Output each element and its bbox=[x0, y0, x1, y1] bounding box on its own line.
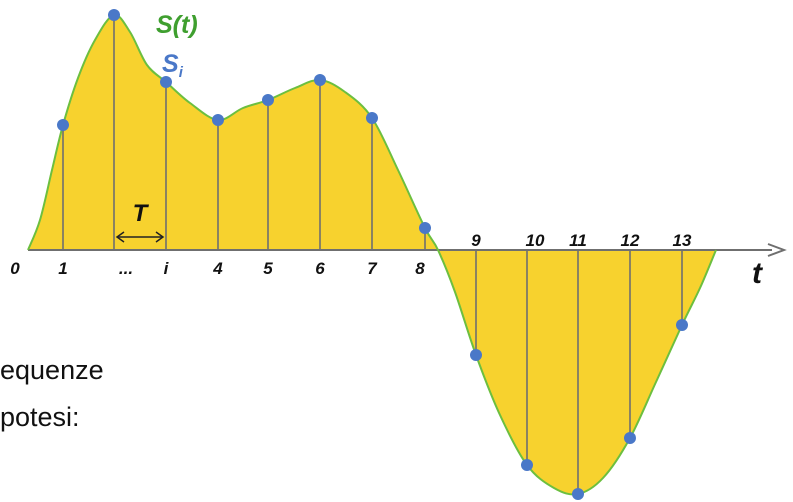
tick-label: 10 bbox=[526, 231, 545, 250]
tick-label: 7 bbox=[367, 259, 378, 278]
sample-point bbox=[419, 222, 431, 234]
tick-label: i bbox=[164, 259, 170, 278]
side-text-line-2: potesi: bbox=[0, 402, 80, 432]
sample-point bbox=[212, 114, 224, 126]
time-axis-label: t bbox=[752, 257, 764, 290]
side-text-line-1: equenze bbox=[0, 355, 104, 385]
tick-label: 12 bbox=[621, 231, 640, 250]
sample-point bbox=[314, 74, 326, 86]
sample-point bbox=[160, 76, 172, 88]
tick-label: 6 bbox=[315, 259, 325, 278]
time-axis-arrow bbox=[767, 243, 787, 257]
tick-label: 0 bbox=[10, 259, 20, 278]
sample-stems bbox=[62, 15, 683, 494]
signal-label: S(t) bbox=[156, 11, 198, 39]
period-label: T bbox=[133, 200, 150, 227]
tick-labels: 0 1... i 4 5 6 7 8 9 10 11 12 13 bbox=[10, 231, 692, 278]
tick-label: 4 bbox=[212, 259, 223, 278]
tick-label: ... bbox=[119, 259, 133, 278]
tick-label: 9 bbox=[471, 231, 481, 250]
signal-curve bbox=[27, 13, 717, 496]
sample-point bbox=[572, 488, 584, 500]
tick-label: 5 bbox=[263, 259, 273, 278]
sample-label-base: S bbox=[162, 50, 179, 78]
sample-label: Si bbox=[162, 50, 184, 81]
tick-label: 11 bbox=[569, 231, 587, 250]
sample-point bbox=[470, 349, 482, 361]
signal-area bbox=[28, 14, 716, 495]
sample-point bbox=[108, 9, 120, 21]
tick-label: 8 bbox=[415, 259, 425, 278]
sample-point bbox=[262, 94, 274, 106]
sample-label-sub: i bbox=[179, 64, 184, 81]
sample-point bbox=[624, 432, 636, 444]
sample-point bbox=[521, 459, 533, 471]
sample-point bbox=[57, 119, 69, 131]
tick-label: 1 bbox=[58, 259, 67, 278]
sample-points bbox=[57, 9, 688, 500]
sample-point bbox=[366, 112, 378, 124]
tick-label: 13 bbox=[673, 231, 692, 250]
period-marker bbox=[115, 231, 165, 243]
sample-point bbox=[676, 319, 688, 331]
